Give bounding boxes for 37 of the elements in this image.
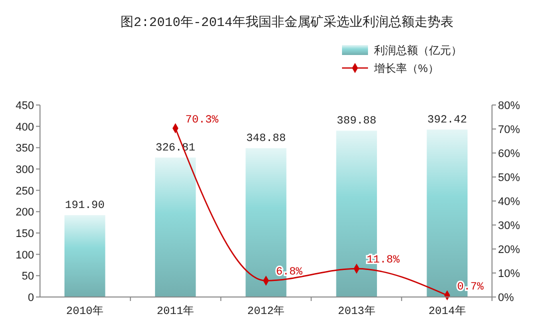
y2-tick-label: 40% xyxy=(498,196,520,208)
y-tick-label: 150 xyxy=(16,228,34,240)
y2-tick-label: 60% xyxy=(498,148,520,160)
y-tick-label: 400 xyxy=(16,121,34,134)
y-tick-label: 0 xyxy=(28,292,34,304)
x-tick-label: 2011年 xyxy=(156,305,194,318)
y2-tick-label: 20% xyxy=(498,244,520,256)
y-tick-label: 450 xyxy=(16,100,34,112)
x-tick-label: 2014年 xyxy=(428,305,466,318)
data-label: 392.42 xyxy=(427,114,467,127)
data-label: 348.88 xyxy=(246,133,286,146)
y-tick-label: 50 xyxy=(22,270,34,283)
data-label: 389.88 xyxy=(336,116,376,128)
bar xyxy=(155,158,196,297)
legend-label: 利润总额（亿元） xyxy=(374,44,462,57)
y2-tick-label: 50% xyxy=(498,172,520,184)
y2-tick-label: 70% xyxy=(498,124,520,136)
x-tick-label: 2010年 xyxy=(66,305,104,318)
y-tick-label: 250 xyxy=(16,185,34,198)
y-tick-label: 300 xyxy=(16,164,34,176)
x-tick-label: 2012年 xyxy=(247,305,285,318)
x-tick-label: 2013年 xyxy=(338,305,376,318)
bar xyxy=(64,215,106,297)
data-label: 70.3% xyxy=(185,114,219,126)
y2-tick-label: 80% xyxy=(498,100,520,112)
data-label: 6.8% xyxy=(276,266,303,279)
y-tick-label: 100 xyxy=(16,249,34,262)
y2-tick-label: 0% xyxy=(498,292,514,304)
chart-title: 图2:2010年-2014年我国非金属矿采选业利润总额走势表 xyxy=(120,15,454,30)
y-tick-label: 200 xyxy=(16,206,34,219)
legend-label: 增长率（%） xyxy=(373,62,439,75)
y2-tick-label: 10% xyxy=(498,268,520,280)
y2-tick-label: 30% xyxy=(498,220,520,232)
data-label: 191.90 xyxy=(65,200,105,212)
data-label: 0.7% xyxy=(457,281,484,294)
y-tick-label: 350 xyxy=(16,142,34,155)
data-label: 11.8% xyxy=(366,254,400,267)
